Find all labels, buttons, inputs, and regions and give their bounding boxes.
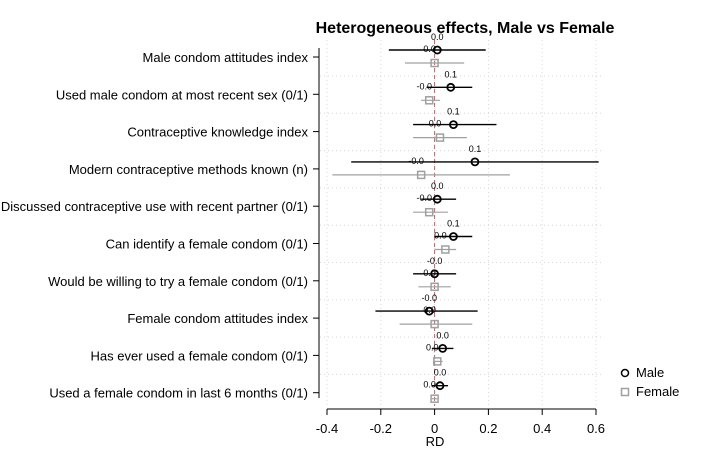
x-tick-label: 0 [431,421,438,436]
male-data-label: 0.0 [436,330,449,340]
male-data-label: -0.0 [427,256,443,266]
y-tick-label: Used a female condom in last 6 months (0… [49,386,308,401]
y-tick-label: Female condom attitudes index [127,311,308,326]
male-data-label: 0.0 [431,32,444,42]
legend: Male Female [620,365,679,399]
legend-female-marker [620,387,630,397]
male-point [470,157,480,167]
female-point [441,245,450,254]
male-point [438,343,448,353]
y-tick-label: Modern contraceptive methods known (n) [69,162,308,177]
male-data-label: 0.0 [431,181,444,191]
male-data-label: 0.1 [469,144,482,154]
y-tick-label: Has ever used a female condom (0/1) [91,348,309,363]
female-data-label: 0.0 [434,231,447,241]
legend-male-label: Male [636,365,664,380]
female-point [424,207,434,217]
female-data-label: 0.0 [423,44,436,54]
legend-female-label: Female [636,384,679,399]
y-tick-label: Contraceptive knowledge index [127,125,308,140]
male-point [449,120,458,129]
female-data-label: 0.0 [429,119,442,129]
x-tick-label: 0.2 [479,421,497,436]
x-tick-label: 0.6 [587,421,605,436]
female-point [416,170,426,180]
female-data-label: -0.0 [408,156,424,166]
y-tick-label: Male condom attitudes index [143,50,309,65]
male-data-label: 0.1 [447,107,460,117]
y-tick-label: Used male condom at most recent sex (0/1… [56,87,308,102]
female-data-label: 0.0 [423,268,436,278]
female-point [430,394,439,403]
female-point [424,96,434,105]
male-point [435,381,445,391]
male-point [432,194,442,204]
female-data-label: 0.0 [426,342,439,352]
male-point [432,45,442,55]
male-point [449,232,458,241]
plot-marks: 0.00.10.10.10.00.1-0.0-0.00.00.00.0-0.00… [332,32,599,403]
female-point [430,319,439,329]
y-tick-label: Can identify a female condom (0/1) [106,237,308,252]
male-data-label: 0.0 [434,368,447,378]
chart-title: Heterogeneous effects, Male vs Female [316,20,615,37]
grid [320,40,603,406]
female-data-label: 0.0 [423,305,436,315]
female-point [433,357,442,366]
x-tick-label: -0.2 [370,421,392,436]
x-tick-label: 0.4 [533,421,551,436]
male-point [430,269,440,279]
male-data-label: 0.1 [444,69,457,79]
female-point [430,282,439,292]
legend-male-marker [620,368,630,378]
female-data-label: -0.0 [416,193,432,203]
female-point [430,58,439,68]
male-point [446,82,456,92]
x-tick-label: -0.4 [316,421,338,436]
male-point [424,306,434,316]
x-axis: -0.4 -0.2 0 0.2 0.4 0.6 [316,408,605,436]
y-tick-label: Would be willing to try a female condom … [48,274,308,289]
male-data-label: -0.0 [421,293,437,303]
female-data-label: 0.0 [423,380,436,390]
female-data-label: -0.0 [416,81,432,91]
y-axis: Male condom attitudes index Used male con… [1,48,320,401]
male-data-label: 0.1 [447,219,460,229]
female-point [435,133,445,142]
y-tick-label: Discussed contraceptive use with recent … [1,199,308,214]
x-axis-title: RD [426,434,445,449]
